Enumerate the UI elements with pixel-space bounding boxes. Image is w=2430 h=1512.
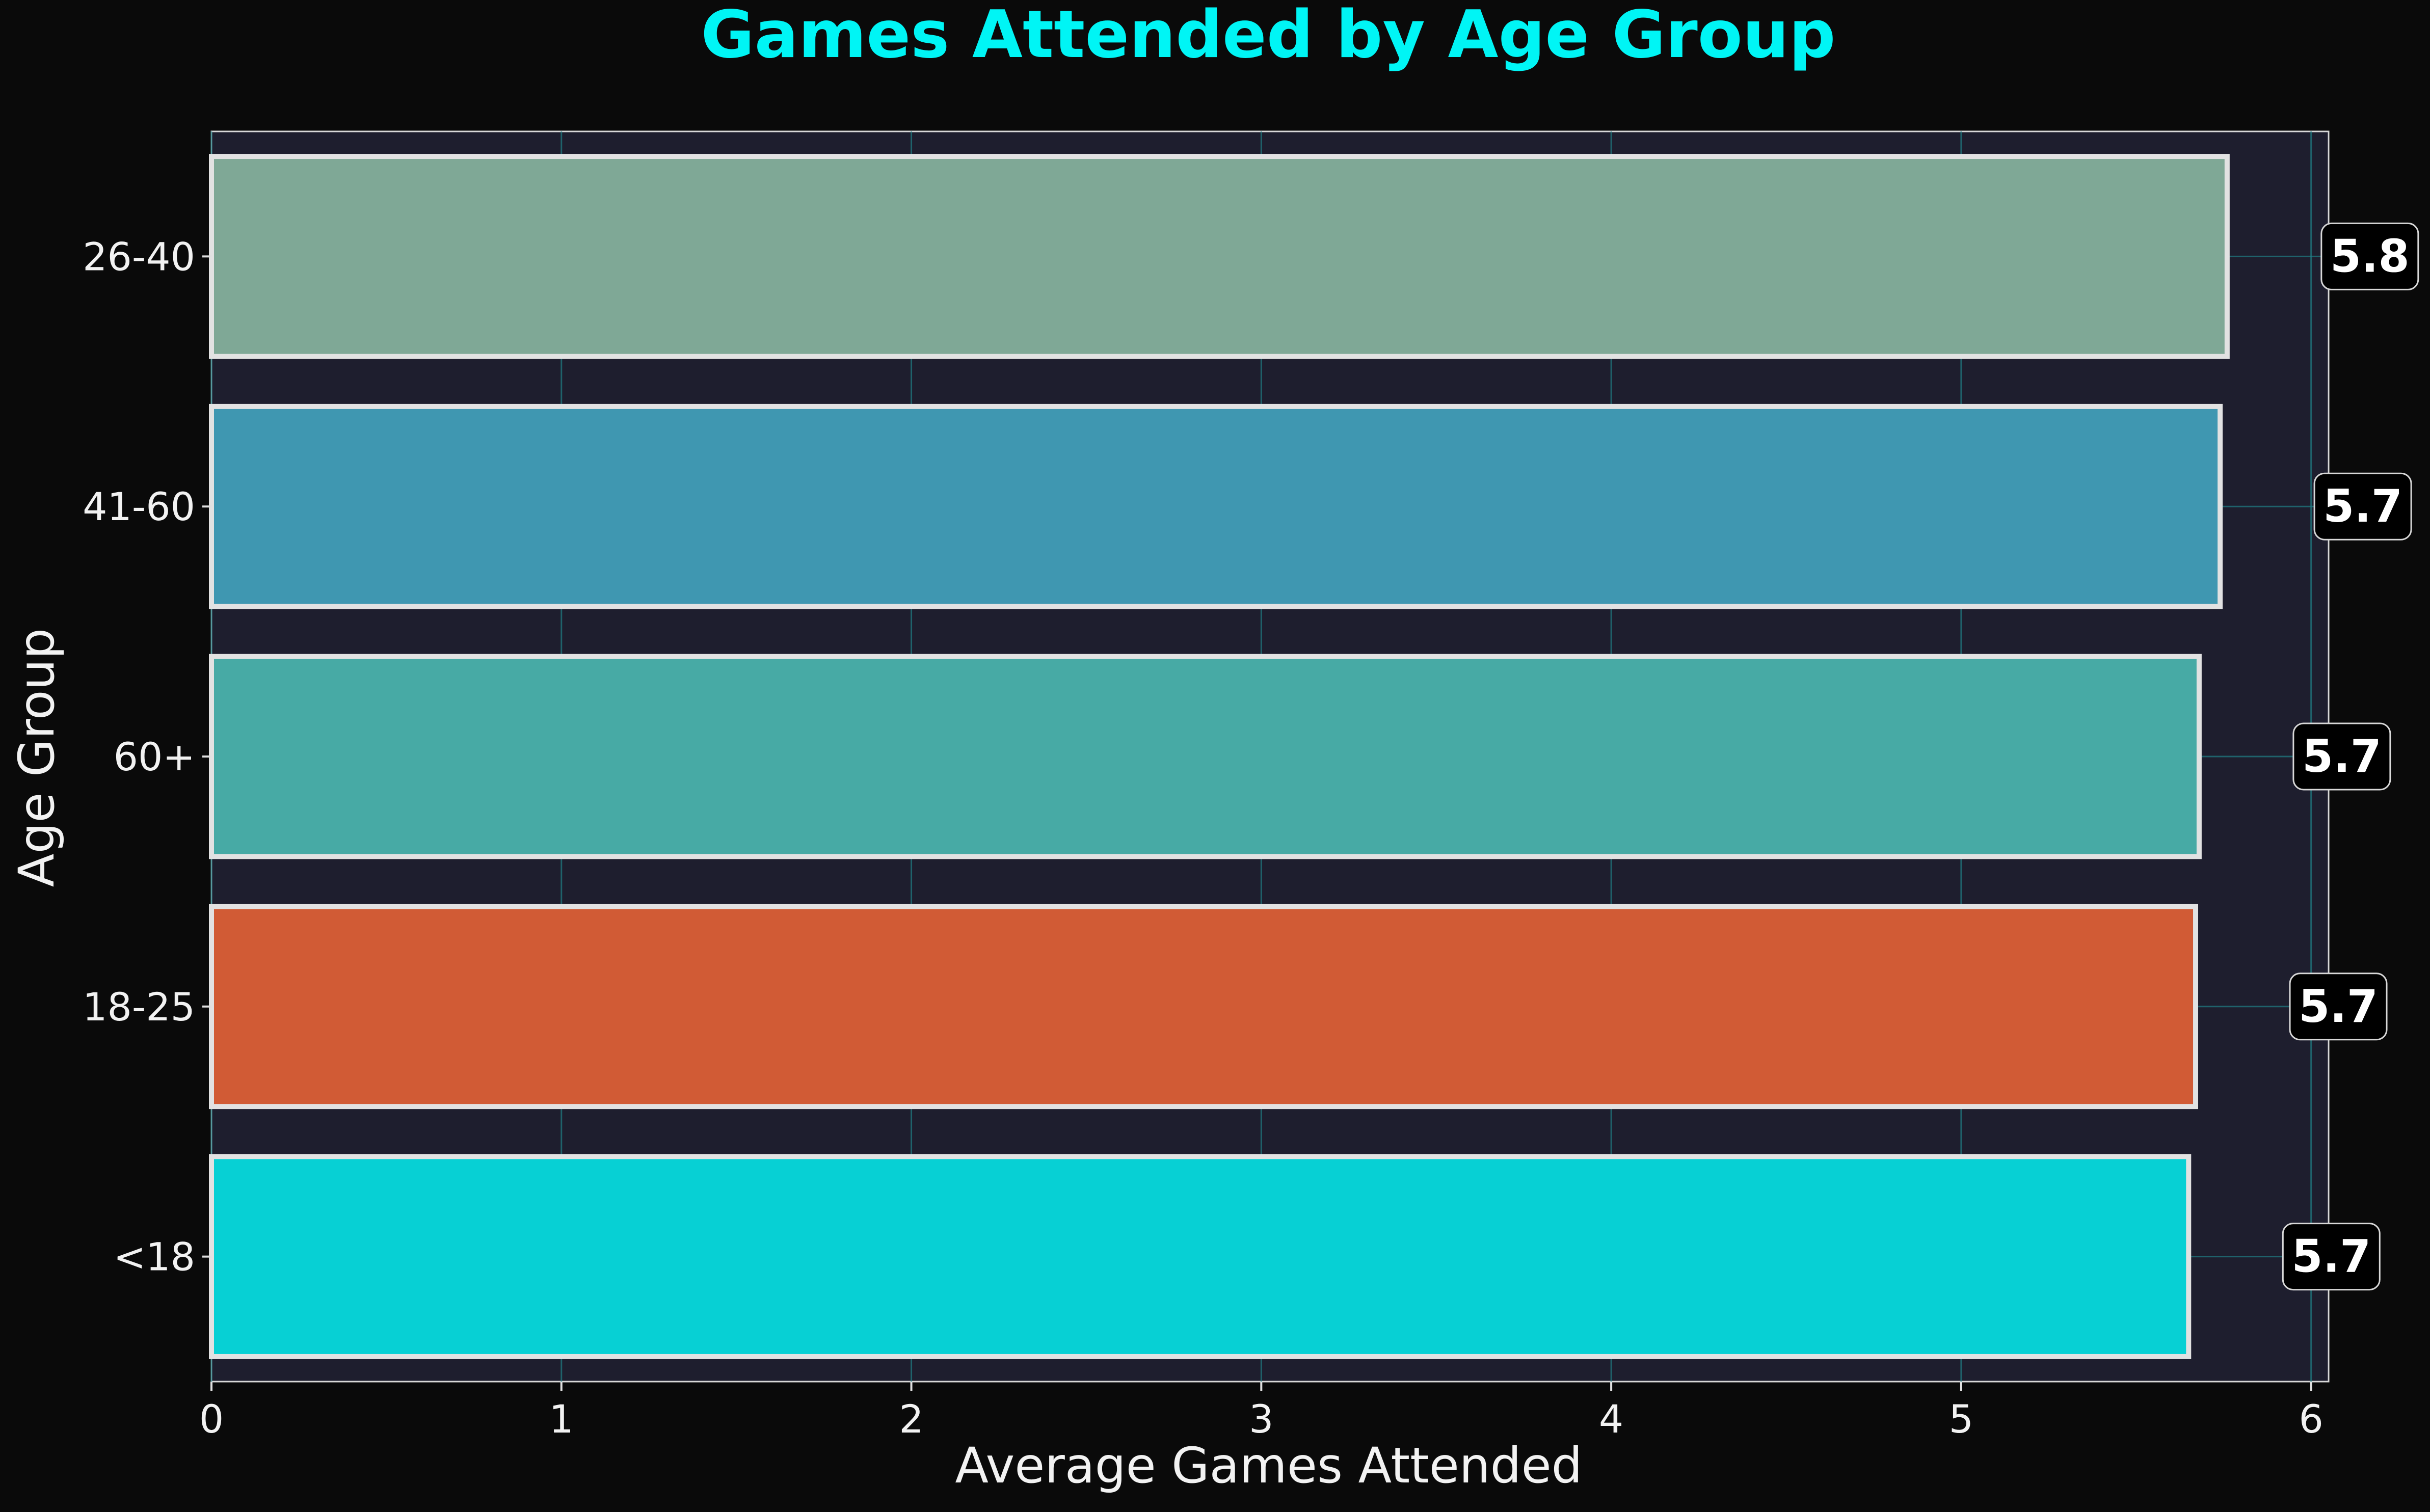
data-label-text: 5.8 [2330,230,2410,282]
x-axis-label: Average Games Attended [955,1437,1582,1494]
data-label-text: 5.7 [2299,980,2378,1033]
data-label-text: 5.7 [2302,730,2382,782]
data-label-60+: 5.7 [2292,722,2391,791]
data-label-box [2320,222,2419,290]
chart-title: Games Attended by Age Group [701,0,1836,73]
y-tick-label: 60+ [114,734,195,779]
bar-41-60 [209,403,2223,609]
y-tick-label: <18 [114,1234,195,1280]
data-label-text: 5.7 [2291,1230,2371,1283]
bar-60+ [209,654,2202,859]
y-axis-label: Age Group [8,628,65,887]
y-axis-ticks: 26-40 41-60 60+ 18-25 <18 [83,234,211,1280]
x-tick-label: 2 [899,1396,923,1442]
bar-26-40 [209,154,2230,359]
bar-<18 [209,1154,2192,1359]
x-tick-label: 1 [549,1396,574,1442]
data-label-26-40: 5.8 [2320,222,2419,290]
data-label-box [2313,472,2412,541]
data-label-box [2292,722,2391,791]
x-tick-label: 6 [2299,1396,2323,1442]
data-label-41-60: 5.7 [2313,472,2412,541]
y-tick-label: 26-40 [83,234,195,279]
x-tick-label: 4 [1599,1396,1623,1442]
y-tick-label: 41-60 [83,484,195,529]
data-label-18-25: 5.7 [2289,973,2388,1041]
data-label-box [2289,973,2388,1041]
x-axis-ticks: 0 1 2 3 4 5 6 [199,1382,2324,1442]
data-label-<18: 5.7 [2282,1223,2381,1291]
x-tick-label: 5 [1949,1396,1973,1442]
y-tick-label: 18-25 [83,984,195,1030]
data-label-box [2282,1223,2381,1291]
data-labels: 5.8 5.7 5.7 5.7 5.7 [2282,222,2419,1291]
x-tick-label: 0 [199,1396,224,1442]
data-label-text: 5.7 [2323,480,2402,532]
x-tick-label: 3 [1249,1396,1273,1442]
bars [209,154,2230,1359]
bar-18-25 [209,904,2199,1110]
